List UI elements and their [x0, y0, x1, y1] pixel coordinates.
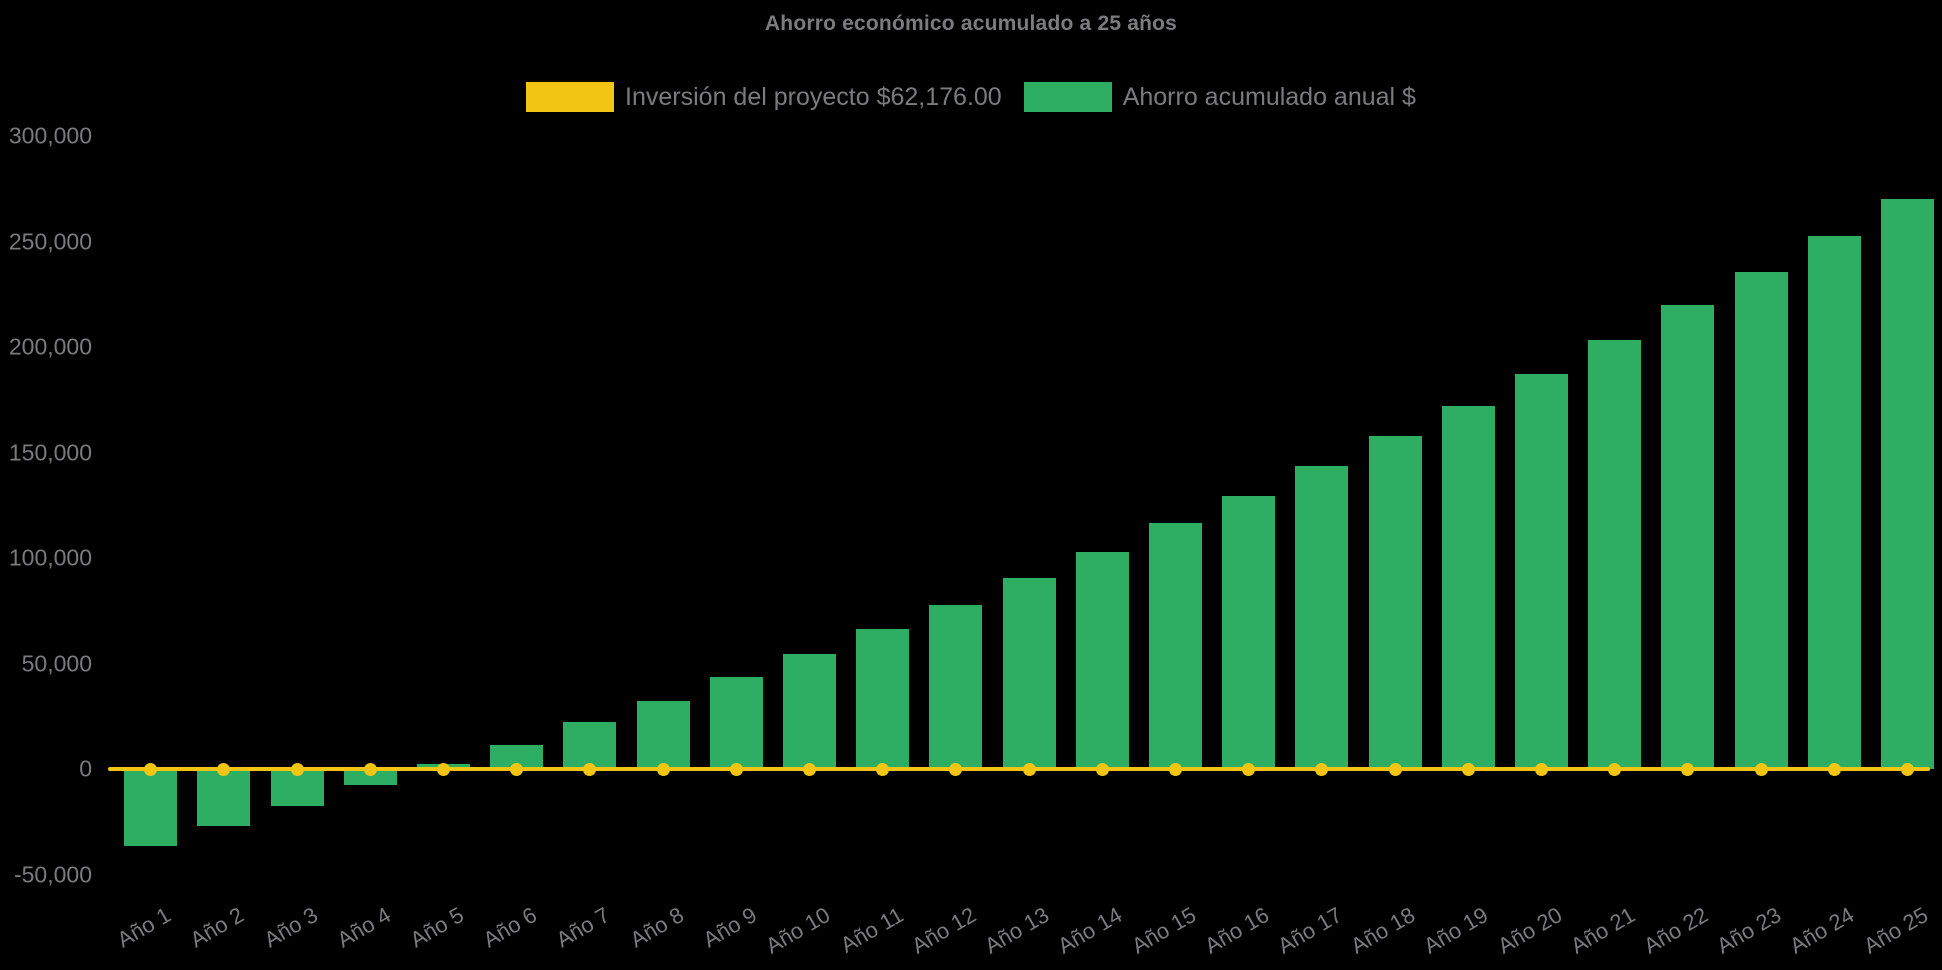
investment-point[interactable]: [583, 762, 597, 776]
savings-bar[interactable]: [1295, 466, 1349, 769]
legend-item-savings[interactable]: Ahorro acumulado anual $: [1023, 82, 1416, 112]
savings-bar[interactable]: [1514, 374, 1568, 769]
y-axis-tick-label: 300,000: [8, 122, 92, 149]
investment-point[interactable]: [1461, 762, 1475, 776]
legend-swatch-investment: [526, 82, 615, 112]
investment-point[interactable]: [1827, 762, 1841, 776]
investment-point[interactable]: [436, 762, 450, 776]
legend-label-savings: Ahorro acumulado anual $: [1122, 82, 1416, 111]
x-axis-tick-label: Año 24: [1785, 902, 1859, 959]
savings-bar[interactable]: [1807, 236, 1861, 769]
savings-bar[interactable]: [856, 629, 910, 769]
x-axis-tick-label: Año 10: [761, 902, 834, 959]
investment-point[interactable]: [1754, 762, 1768, 776]
y-axis-tick-label: 50,000: [21, 650, 92, 676]
x-axis-tick-label: Año 5: [405, 902, 468, 953]
investment-point[interactable]: [1168, 762, 1182, 776]
investment-point[interactable]: [1022, 762, 1036, 776]
savings-bar[interactable]: [1441, 405, 1495, 769]
y-axis-tick-label: 0: [79, 755, 92, 782]
investment-point[interactable]: [656, 762, 670, 776]
investment-point[interactable]: [1608, 762, 1622, 776]
savings-bar[interactable]: [563, 721, 617, 769]
investment-point[interactable]: [1388, 762, 1402, 776]
x-axis-tick-label: Año 7: [552, 902, 615, 953]
investment-point[interactable]: [290, 762, 304, 776]
x-axis-tick-label: Año 6: [478, 902, 542, 953]
x-axis-tick-label: Año 25: [1859, 902, 1932, 959]
x-axis-tick-label: Año 2: [186, 902, 249, 953]
x-axis-tick-label: Año 18: [1346, 902, 1420, 959]
investment-point[interactable]: [802, 762, 816, 776]
x-axis-tick-label: Año 16: [1200, 902, 1274, 959]
investment-point[interactable]: [876, 762, 890, 776]
legend-item-investment[interactable]: Inversión del proyecto $62,176.00: [526, 82, 1002, 112]
investment-point[interactable]: [949, 762, 963, 776]
investment-point[interactable]: [1315, 762, 1329, 776]
savings-bar[interactable]: [1661, 305, 1715, 769]
savings-bar[interactable]: [1588, 340, 1642, 769]
investment-point[interactable]: [363, 762, 377, 776]
savings-bar[interactable]: [782, 653, 836, 769]
investment-point[interactable]: [1534, 762, 1548, 776]
savings-bar[interactable]: [929, 605, 983, 769]
x-axis-tick-label: Año 11: [835, 902, 908, 958]
investment-point[interactable]: [144, 762, 158, 776]
chart-title: Ahorro económico acumulado a 25 años: [764, 12, 1178, 35]
investment-line[interactable]: [108, 767, 1930, 771]
x-axis-tick-label: Año 21: [1566, 902, 1640, 959]
investment-point[interactable]: [1242, 762, 1256, 776]
savings-bar[interactable]: [1002, 578, 1056, 769]
x-axis-tick-label: Año 8: [625, 902, 688, 953]
legend-swatch-savings: [1023, 82, 1112, 112]
y-axis-tick-label: 200,000: [8, 333, 92, 360]
y-axis-tick-label: 100,000: [8, 544, 92, 571]
savings-bar[interactable]: [197, 769, 251, 826]
savings-bar[interactable]: [1880, 199, 1934, 769]
investment-point[interactable]: [1900, 762, 1914, 776]
savings-bar[interactable]: [1734, 271, 1788, 769]
x-axis-tick-label: Año 9: [698, 902, 761, 953]
x-axis-tick-label: Año 1: [112, 902, 176, 953]
savings-bar[interactable]: [1075, 551, 1129, 769]
y-axis-tick-label: 250,000: [8, 228, 92, 254]
y-axis-tick-label: 150,000: [8, 439, 92, 465]
x-axis-tick-label: Año 15: [1127, 902, 1200, 959]
savings-bar[interactable]: [1368, 435, 1422, 769]
savings-bar[interactable]: [343, 769, 397, 786]
savings-bar[interactable]: [709, 677, 763, 769]
x-axis-tick-label: Año 23: [1712, 902, 1786, 959]
x-axis-tick-label: Año 17: [1273, 902, 1347, 959]
x-axis-tick-label: Año 12: [907, 902, 981, 959]
savings-bar[interactable]: [636, 700, 690, 769]
savings-bar[interactable]: [1148, 523, 1202, 769]
investment-point[interactable]: [1681, 762, 1695, 776]
x-axis-tick-label: Año 14: [1053, 902, 1127, 959]
investment-point[interactable]: [1095, 762, 1109, 776]
investment-point[interactable]: [217, 762, 231, 776]
savings-bar[interactable]: [124, 769, 178, 846]
savings-bar[interactable]: [1222, 495, 1276, 769]
x-axis-tick-label: Año 19: [1419, 902, 1493, 959]
investment-point[interactable]: [729, 762, 743, 776]
investment-point[interactable]: [510, 762, 524, 776]
x-axis-tick-label: Año 13: [980, 902, 1054, 959]
y-axis-tick-label: -50,000: [13, 861, 92, 887]
legend: Inversión del proyecto $62,176.00 Ahorro…: [0, 82, 1942, 112]
x-axis-tick-label: Año 4: [332, 902, 395, 953]
legend-label-investment: Inversión del proyecto $62,176.00: [625, 82, 1002, 111]
x-axis-tick-label: Año 22: [1639, 902, 1713, 959]
x-axis-tick-label: Año 3: [259, 902, 322, 953]
x-axis-tick-label: Año 20: [1493, 902, 1566, 959]
